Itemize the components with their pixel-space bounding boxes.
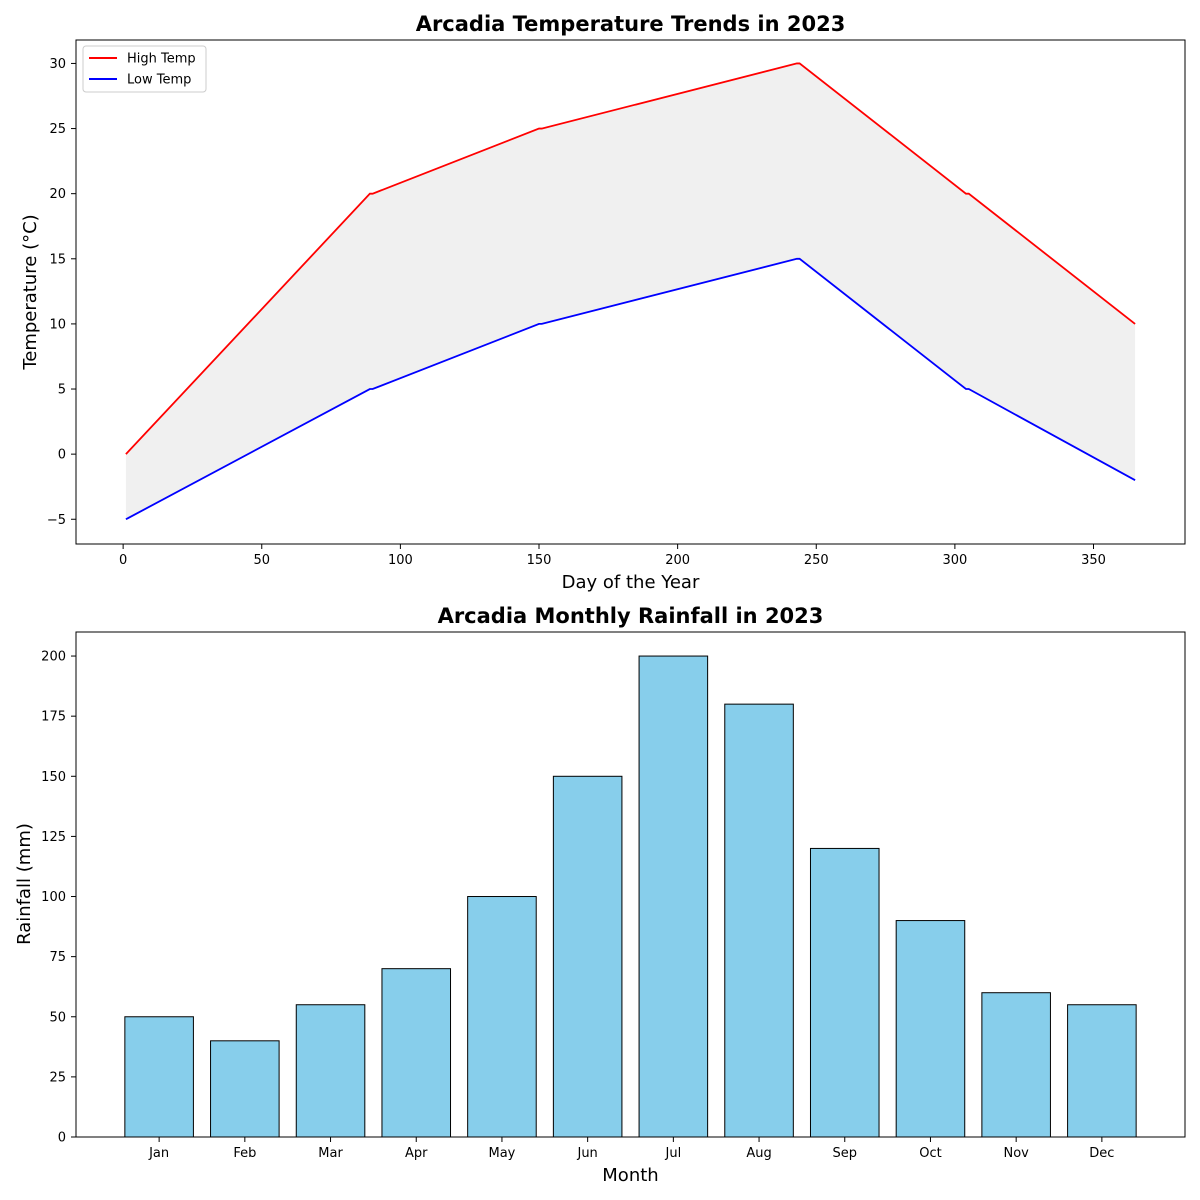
rainfall-chart: Arcadia Monthly Rainfall in 2023 Jan Feb M… [14, 604, 1185, 1186]
legend-high-temp-label: High Temp [127, 52, 196, 67]
x-tick-label: 150 [527, 553, 552, 568]
y-tick-label: 125 [41, 830, 66, 845]
y-tick-label: 15 [49, 252, 66, 267]
temperature-y-axis-label: Temperature (°C) [20, 214, 41, 370]
y-tick-label: 200 [41, 650, 66, 665]
x-tick-label: 300 [942, 553, 967, 568]
x-tick-label: 100 [388, 553, 413, 568]
legend-low-temp-label: Low Temp [127, 73, 191, 88]
temperature-chart-title: Arcadia Temperature Trends in 2023 [416, 12, 846, 36]
y-tick-label: 10 [49, 317, 66, 332]
y-tick-label: 20 [49, 187, 66, 202]
x-tick-label: 0 [119, 553, 127, 568]
bar-jul [639, 656, 708, 1137]
y-tick-label: 50 [49, 1010, 66, 1025]
x-tick-label: Nov [1003, 1146, 1029, 1161]
bar-dec [1068, 1005, 1137, 1137]
x-tick-label: Mar [318, 1146, 343, 1161]
y-tick-label: 75 [49, 950, 66, 965]
bar-nov [982, 993, 1051, 1137]
y-tick-label: 25 [49, 1070, 66, 1085]
x-tick-label: Sep [833, 1146, 858, 1161]
rainfall-bars [125, 656, 1136, 1137]
x-tick-label: Oct [919, 1146, 941, 1161]
x-tick-label: 200 [665, 553, 690, 568]
temperature-y-ticks: −5 0 5 10 15 20 25 30 [47, 57, 76, 528]
rainfall-chart-title: Arcadia Monthly Rainfall in 2023 [438, 604, 824, 628]
x-tick-label: Jul [665, 1146, 682, 1161]
x-tick-label: Aug [746, 1146, 771, 1161]
x-tick-label: 350 [1081, 553, 1106, 568]
bar-oct [896, 921, 965, 1137]
y-tick-label: 0 [58, 448, 66, 463]
y-tick-label: −5 [47, 513, 66, 528]
y-tick-label: 150 [41, 770, 66, 785]
x-tick-label: 50 [253, 553, 270, 568]
rainfall-x-axis-label: Month [602, 1165, 658, 1186]
rainfall-x-ticks: Jan Feb Mar Apr May Jun Jul Aug Sep Oct Nov Dec [148, 1137, 1114, 1161]
x-tick-label: May [488, 1146, 515, 1161]
x-tick-label: Jan [148, 1146, 169, 1161]
y-tick-label: 30 [49, 57, 66, 72]
bar-jun [553, 776, 622, 1137]
temperature-legend: High Temp Low Temp [83, 46, 206, 92]
y-tick-label: 175 [41, 710, 66, 725]
x-tick-label: Feb [233, 1146, 256, 1161]
bar-sep [810, 848, 879, 1137]
x-tick-label: Jun [576, 1146, 597, 1161]
x-tick-label: Dec [1089, 1146, 1114, 1161]
temperature-x-ticks: 0 50 100 150 200 250 300 350 [119, 544, 1106, 568]
y-tick-label: 25 [49, 122, 66, 137]
rainfall-y-ticks: 0 25 50 75 100 125 150 175 200 [41, 650, 76, 1146]
rainfall-y-axis-label: Rainfall (mm) [14, 823, 35, 945]
bar-may [468, 897, 537, 1137]
bar-feb [211, 1041, 280, 1137]
y-tick-label: 5 [58, 383, 66, 398]
bar-apr [382, 969, 451, 1137]
bar-aug [725, 704, 794, 1137]
x-tick-label: 250 [804, 553, 829, 568]
y-tick-label: 100 [41, 890, 66, 905]
temperature-chart: Arcadia Temperature Trends in 2023 0 50 10… [20, 12, 1185, 593]
y-tick-label: 0 [58, 1131, 66, 1146]
bar-jan [125, 1017, 194, 1137]
x-tick-label: Apr [405, 1146, 428, 1161]
bar-mar [296, 1005, 365, 1137]
temperature-x-axis-label: Day of the Year [562, 572, 700, 593]
